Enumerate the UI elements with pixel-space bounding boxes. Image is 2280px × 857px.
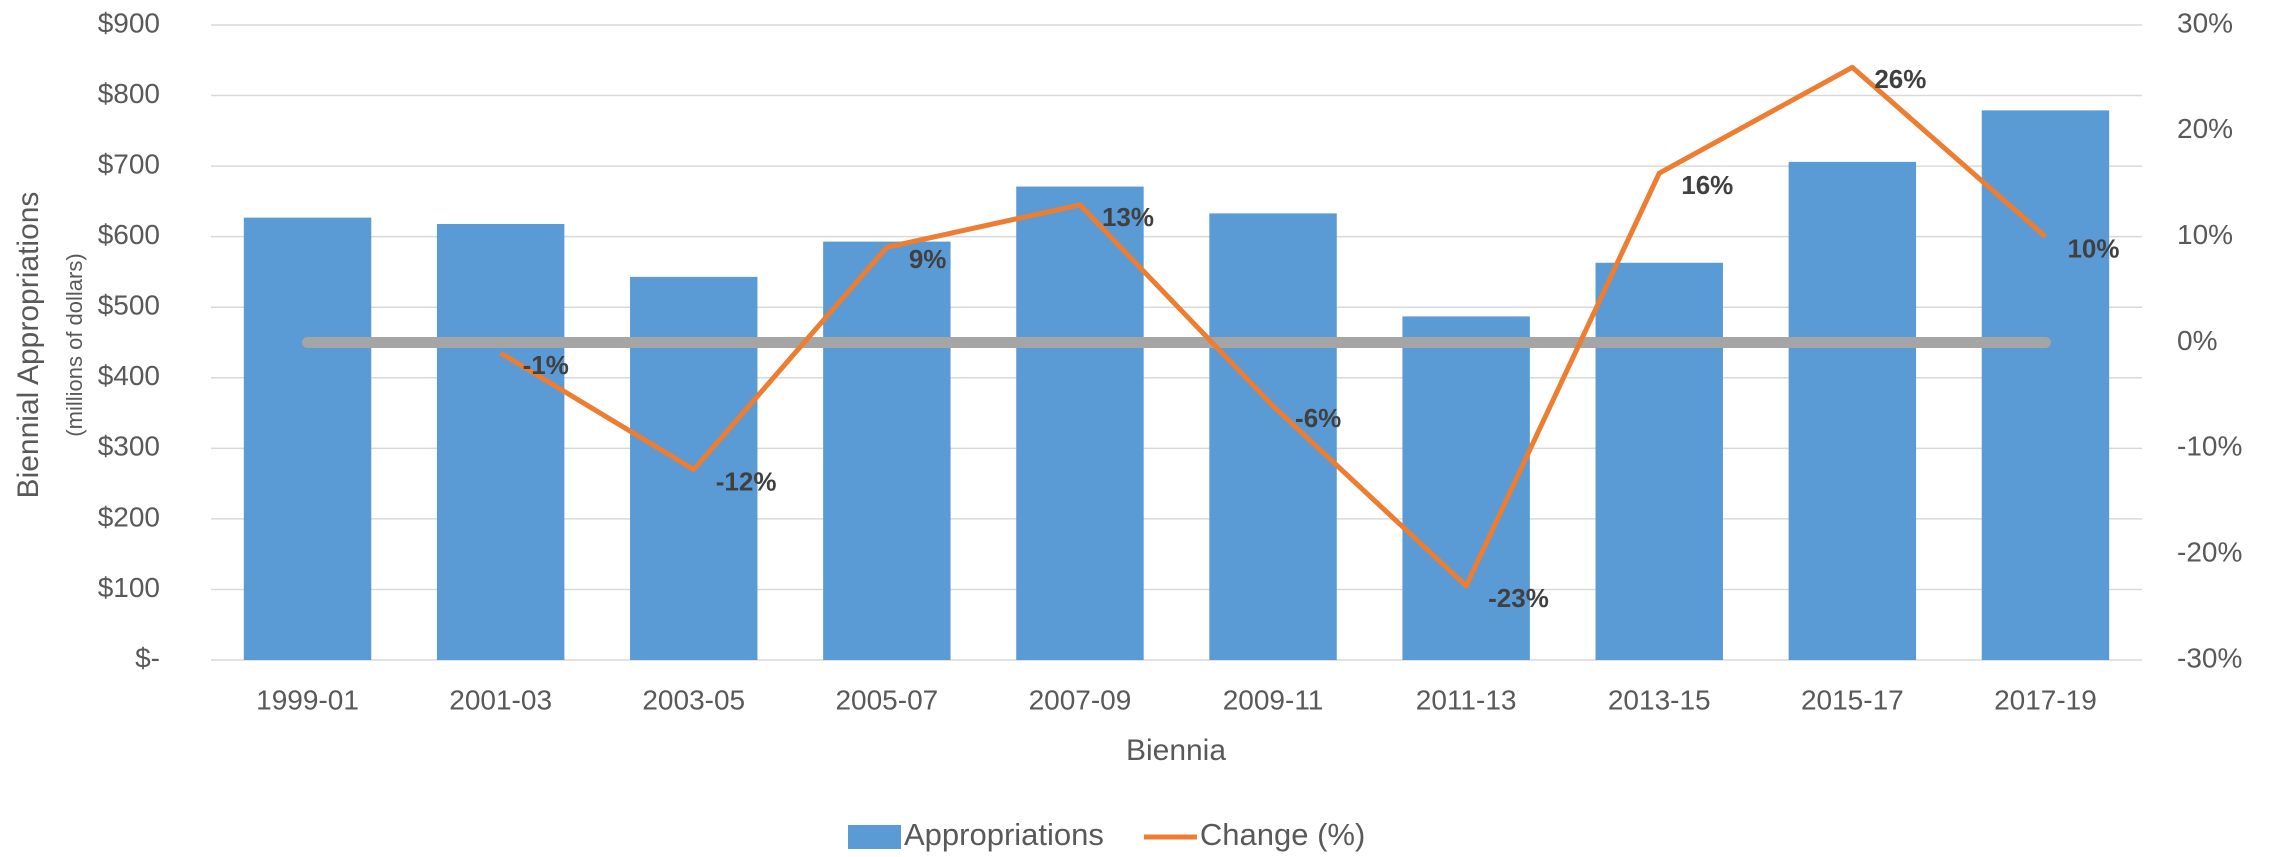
y-axis-title: Biennial Appropriations: [12, 192, 45, 499]
bar: [1209, 213, 1337, 660]
x-tick-label: 2009-11: [1223, 684, 1324, 715]
data-label: -12%: [716, 466, 777, 496]
y2-tick-label: -10%: [2177, 431, 2242, 462]
bar: [1016, 186, 1144, 661]
x-tick-label: 2007-09: [1029, 684, 1132, 715]
y-tick-label: $300: [98, 431, 160, 462]
y-tick-label: $800: [98, 78, 160, 109]
x-axis-title: Biennia: [1126, 734, 1226, 767]
x-tick-label: 1999-01: [256, 684, 359, 715]
y2-tick-label: 30%: [2177, 7, 2233, 38]
line: [499, 64, 2048, 589]
legend-swatch: [848, 825, 901, 849]
bar: [436, 223, 565, 660]
y-tick-label: $200: [98, 501, 160, 532]
x-tick-label: 2015-17: [1801, 684, 1904, 715]
data-label: -1%: [523, 350, 569, 380]
x-tick-label: 2001-03: [449, 684, 552, 715]
x-tick-label: 2017-19: [1994, 684, 2097, 715]
y2-tick-label: 0%: [2177, 325, 2217, 356]
y-tick-label: $-: [135, 642, 160, 673]
bar: [1981, 110, 2110, 661]
y-tick-label: $400: [98, 360, 160, 391]
y2-tick-label: -30%: [2177, 642, 2242, 673]
bar: [243, 217, 372, 660]
data-label: 13%: [1102, 202, 1154, 232]
data-label: 9%: [909, 244, 947, 274]
data-label: 10%: [2067, 234, 2119, 264]
data-label: 26%: [1874, 64, 1926, 94]
x-tick-label: 2013-15: [1608, 684, 1711, 715]
y2-tick-label: -20%: [2177, 537, 2242, 568]
y-tick-label: $900: [98, 7, 160, 38]
legend-label: Appropriations: [904, 817, 1104, 852]
data-label: -6%: [1295, 403, 1341, 433]
y-tick-label: $500: [98, 290, 160, 321]
x-tick-label: 2011-13: [1416, 684, 1517, 715]
bar: [1595, 262, 1723, 660]
y-tick-label: $600: [98, 219, 160, 250]
bar: [1402, 316, 1530, 660]
y2-tick-label: 10%: [2177, 219, 2233, 250]
y-tick-label: $700: [98, 149, 160, 180]
legend-label: Change (%): [1200, 817, 1365, 852]
y-axis-subtitle: (millions of dollars): [62, 253, 87, 436]
x-tick-label: 2005-07: [835, 684, 938, 715]
data-label: -23%: [1488, 583, 1549, 613]
x-tick-label: 2003-05: [642, 684, 745, 715]
y-tick-label: $100: [98, 572, 160, 603]
bar: [823, 241, 951, 660]
data-label: 16%: [1681, 170, 1733, 200]
y2-tick-label: 20%: [2177, 113, 2233, 144]
bar: [1788, 161, 1917, 660]
